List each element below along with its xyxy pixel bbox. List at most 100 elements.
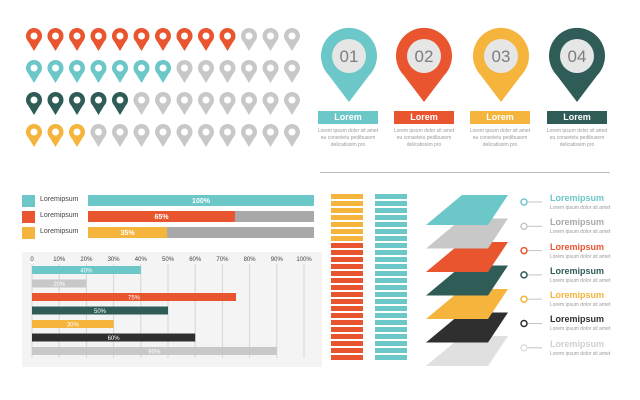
column-segment: [375, 327, 407, 332]
pin-desc-2: Lorem ipsum dolor sit amet eu consetetu …: [384, 128, 464, 149]
layer-desc-5: Lorem ipsum dolor sit amet: [550, 302, 611, 308]
legend-swatch: [22, 211, 35, 223]
layer-title-7: Loremipsum: [550, 339, 605, 349]
column-segment: [331, 348, 363, 353]
column-segment: [331, 341, 363, 346]
bar-fill: [88, 211, 235, 222]
location-pin-hole: [224, 32, 231, 40]
column-segment: [375, 208, 407, 213]
pin-desc-line: Lorem ipsum dolor sit amet: [393, 128, 455, 134]
column-segment: [331, 194, 363, 199]
layer-title-6: Loremipsum: [550, 314, 605, 324]
layer-slab: [426, 195, 508, 225]
pin-label-3: Lorem: [470, 111, 530, 124]
pin-desc-line: Lorem ipsum dolor sit amet: [546, 128, 608, 134]
column-segment: [375, 215, 407, 220]
tick-label: 80%: [244, 257, 257, 263]
layer-slab: [426, 218, 508, 249]
location-pin-hole: [224, 128, 231, 136]
layer-desc-2: Lorem ipsum dolor sit amet: [550, 229, 611, 235]
location-pin-hole: [159, 128, 167, 136]
location-pin-hole: [288, 128, 296, 136]
column-segment: [375, 348, 407, 353]
bar-value-label: 100%: [192, 198, 211, 205]
stacked-columns: [331, 194, 407, 360]
bar-fill: [88, 195, 314, 206]
numbered-pins: 01 02 03 04: [321, 27, 605, 103]
location-pin-hole: [181, 96, 188, 104]
bar: [32, 279, 87, 288]
location-pin-hole: [181, 64, 188, 72]
tick-label: 0: [30, 257, 34, 263]
layer-slab: [426, 242, 508, 272]
column-segment: [331, 271, 363, 276]
column-segment: [331, 201, 363, 206]
layer-desc-1: Lorem ipsum dolor sit amet: [550, 205, 611, 211]
column-segment: [331, 257, 363, 262]
pin-desc-1: Lorem ipsum dolor sit amet eu consetetu …: [308, 128, 388, 149]
location-pin-hole: [288, 96, 296, 104]
location-pin-hole: [245, 32, 253, 40]
layer-slab: [426, 312, 508, 343]
location-pin-hole: [52, 96, 59, 104]
connector-dot: [520, 344, 528, 352]
pin-desc-line: delicatissim pro: [482, 142, 518, 148]
location-pin-hole: [95, 32, 102, 40]
column-segment: [331, 208, 363, 213]
layer-slab: [426, 336, 508, 366]
bar: [32, 347, 277, 355]
pin-number-disc: [332, 39, 366, 73]
tick-label: 40%: [135, 257, 148, 263]
location-pin-hole: [159, 32, 167, 40]
column-segment: [331, 327, 363, 332]
connector-dot: [520, 246, 528, 255]
location-pin-hole: [52, 128, 59, 136]
column-segment: [331, 222, 363, 227]
layer-title-3: Loremipsum: [550, 242, 605, 252]
column-segment: [375, 299, 407, 304]
location-pin-hole: [30, 128, 38, 136]
pin-grid: [26, 27, 300, 147]
pin-number-disc: [407, 39, 441, 73]
column-segment: [331, 355, 363, 360]
location-pin-hole: [267, 128, 274, 136]
bar-fill: [88, 227, 168, 238]
location-pin-hole: [73, 32, 81, 40]
column-segment: [375, 194, 407, 199]
location-pin-hole: [245, 128, 253, 136]
connector-dot: [520, 222, 528, 231]
bar-value-label: 75%: [128, 296, 141, 302]
bar: [32, 320, 114, 328]
layer-desc-7: Lorem ipsum dolor sit amet: [550, 351, 611, 357]
column-segment: [375, 222, 407, 227]
layer-desc-3: Lorem ipsum dolor sit amet: [550, 254, 611, 260]
layer-title-5: Loremipsum: [550, 290, 605, 300]
layer-title-2: Loremipsum: [550, 217, 605, 227]
connector-dot: [520, 198, 528, 206]
location-pin-hole: [224, 64, 231, 72]
column-segment: [375, 320, 407, 325]
pin-desc-line: eu consetetu pedibusem: [320, 135, 376, 141]
layer-stack: [426, 195, 542, 366]
tick-label: 20%: [80, 257, 93, 263]
pin-desc-line: eu consetetu pedibusem: [396, 135, 452, 141]
section-divider: [320, 172, 610, 173]
location-pin-hole: [73, 96, 81, 104]
location-pin-hole: [245, 96, 253, 104]
location-pin-hole: [138, 128, 145, 136]
bar-value-label: 65%: [154, 214, 169, 221]
connector-dot: [520, 295, 528, 303]
layer-slab: [426, 289, 508, 319]
location-pin-hole: [30, 32, 38, 40]
location-pin-hole: [30, 64, 38, 72]
location-pin-hole: [73, 64, 81, 72]
location-pin-hole: [267, 32, 274, 40]
pin-desc-line: Lorem ipsum dolor sit amet: [317, 128, 379, 134]
bar: [32, 293, 236, 301]
column-segment: [331, 278, 363, 283]
column-segment: [331, 250, 363, 255]
column-segment: [375, 271, 407, 276]
column-segment: [375, 250, 407, 255]
location-pin-hole: [73, 128, 81, 136]
pin-number: 03: [492, 47, 511, 66]
